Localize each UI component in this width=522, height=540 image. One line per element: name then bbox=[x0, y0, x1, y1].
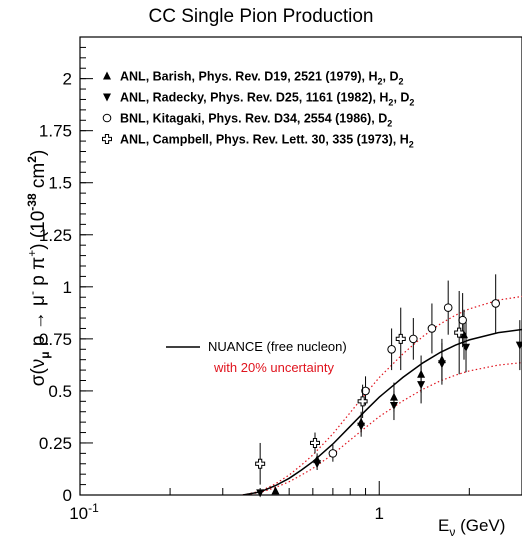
series-triangle-up bbox=[271, 309, 469, 495]
y-axis-title: σ(νμ p → μ- p π+) (10-38 cm2) bbox=[25, 150, 52, 387]
legend-marker bbox=[102, 113, 112, 123]
data-point bbox=[328, 449, 338, 458]
data-point bbox=[437, 360, 446, 369]
y-title-mid: p bbox=[28, 330, 49, 351]
data-point bbox=[387, 344, 396, 354]
data-point bbox=[357, 422, 366, 431]
model-legend-label: NUANCE (free nucleon) bbox=[208, 339, 347, 354]
legend-marker bbox=[103, 71, 111, 80]
y-tick-label: 1 bbox=[63, 278, 72, 297]
y-tick-label: 1.75 bbox=[39, 122, 72, 141]
data-point bbox=[515, 341, 522, 350]
x-title-unit: (GeV) bbox=[455, 516, 505, 535]
legend-marker bbox=[102, 134, 112, 144]
x-axis-title: Eν (GeV) bbox=[438, 516, 505, 539]
x-tick-label: 10-1 bbox=[69, 501, 99, 523]
data-point bbox=[409, 334, 418, 344]
y-title-pre: σ(ν bbox=[28, 359, 49, 387]
data-point bbox=[417, 381, 426, 390]
uncertainty-band bbox=[242, 295, 522, 495]
x-axis-ticks: 10-1 1 bbox=[69, 481, 522, 523]
y-title-ppi: p π bbox=[28, 257, 49, 291]
data-point bbox=[271, 486, 280, 495]
data-points bbox=[255, 274, 522, 498]
chart-title: CC Single Pion Production bbox=[149, 6, 374, 27]
y-tick-label: 0.5 bbox=[48, 382, 72, 401]
y-title-mu-sup: - bbox=[25, 291, 39, 295]
legend-label: BNL, Kitagaki, Phys. Rev. D34, 2554 (198… bbox=[120, 112, 392, 129]
data-point bbox=[357, 396, 368, 407]
data-point bbox=[443, 303, 453, 312]
y-tick-label: 2 bbox=[63, 70, 72, 89]
plot-frame bbox=[79, 36, 522, 496]
y-title-close: ) bbox=[28, 150, 49, 156]
data-point bbox=[309, 437, 320, 448]
x-tick-label: 1 bbox=[374, 504, 383, 523]
y-title-pi-sup: + bbox=[25, 250, 39, 257]
band-lower-line bbox=[242, 362, 522, 495]
data-point bbox=[256, 489, 265, 498]
y-tick-label: 0 bbox=[63, 486, 72, 505]
legend-label: ANL, Campbell, Phys. Rev. Lett. 30, 335 … bbox=[120, 133, 414, 150]
x-title-sub: ν bbox=[449, 525, 455, 539]
data-point bbox=[255, 458, 266, 469]
band-upper-line bbox=[242, 295, 522, 495]
legend-label: ANL, Barish, Phys. Rev. D19, 2521 (1979)… bbox=[120, 70, 404, 87]
model-curve bbox=[242, 328, 522, 495]
y-axis-ticks: 0 0.25 0.5 0.75 1 1.25 1.5 1.75 2 bbox=[39, 36, 93, 505]
model-legend: NUANCE (free nucleon) with 20% uncertain… bbox=[166, 339, 347, 375]
y-title-unit-open: ) (10 bbox=[28, 211, 49, 250]
data-point bbox=[361, 386, 370, 396]
legend: ANL, Barish, Phys. Rev. D19, 2521 (1979)… bbox=[102, 70, 414, 150]
y-title-unit-sup: 2 bbox=[25, 156, 39, 163]
data-point bbox=[458, 315, 467, 325]
y-tick-label: 1.5 bbox=[48, 174, 72, 193]
y-title-mu: μ bbox=[28, 295, 49, 311]
y-title-arrow: → bbox=[28, 311, 49, 330]
data-point bbox=[389, 401, 398, 410]
legend-marker bbox=[103, 93, 111, 102]
data-point bbox=[313, 460, 322, 469]
band-legend-label: with 20% uncertainty bbox=[213, 360, 334, 375]
series-circle-open bbox=[328, 274, 500, 462]
model-line bbox=[242, 328, 522, 495]
series-cross-open bbox=[255, 290, 465, 485]
plot-border bbox=[79, 36, 522, 496]
data-point bbox=[395, 333, 406, 344]
y-tick-label: 0.75 bbox=[39, 330, 72, 349]
y-tick-label: 1.25 bbox=[39, 226, 72, 245]
y-title-nu-sub: μ bbox=[38, 351, 52, 358]
series-triangle-down bbox=[256, 320, 522, 498]
y-tick-label: 0.25 bbox=[39, 434, 72, 453]
data-point bbox=[462, 343, 471, 352]
y-title-unit: cm bbox=[28, 163, 49, 194]
data-point bbox=[427, 324, 437, 333]
y-title-exp-sup: -38 bbox=[25, 193, 39, 211]
data-point bbox=[491, 299, 500, 308]
data-point bbox=[454, 327, 465, 338]
x-title-main: E bbox=[438, 516, 449, 535]
legend-label: ANL, Radecky, Phys. Rev. D25, 1161 (1982… bbox=[120, 91, 414, 108]
